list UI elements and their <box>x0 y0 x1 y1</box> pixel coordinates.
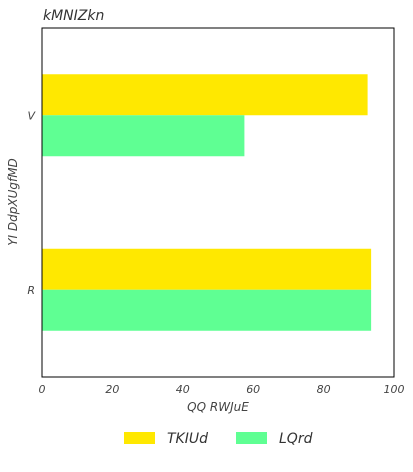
chart-title: kMNIZkn <box>43 8 104 24</box>
x-tick-label-40: 40 <box>176 383 190 396</box>
y-tick-label-R: R <box>27 284 35 297</box>
y-axis-ticks: RV <box>27 109 36 297</box>
x-tick-label-100: 100 <box>384 383 405 396</box>
x-tick-label-60: 60 <box>246 383 260 396</box>
bar-LQrd-R <box>42 289 372 331</box>
x-tick-label-80: 80 <box>317 383 331 396</box>
legend-label-TKIUd: TKIUd <box>167 431 208 447</box>
plot-frame <box>41 27 395 378</box>
x-tick-label-0: 0 <box>39 383 46 396</box>
plot-area <box>42 74 372 331</box>
bar-TKIUd-V <box>42 74 368 116</box>
x-axis-label: QQ RWJuE <box>187 400 249 414</box>
x-tick-label-20: 20 <box>105 383 119 396</box>
legend-label-LQrd: LQrd <box>279 431 313 447</box>
x-axis-ticks: 0 20 40 60 80 100 <box>39 383 405 396</box>
legend: TKIUd LQrd <box>124 431 313 447</box>
legend-swatch-LQrd <box>236 432 267 444</box>
legend-swatch-TKIUd <box>124 432 155 444</box>
bar-TKIUd-R <box>42 248 372 290</box>
y-tick-label-V: V <box>27 109 36 122</box>
bar-LQrd-V <box>42 115 245 157</box>
y-axis-label: YI DdpXUgfMD <box>6 158 20 246</box>
